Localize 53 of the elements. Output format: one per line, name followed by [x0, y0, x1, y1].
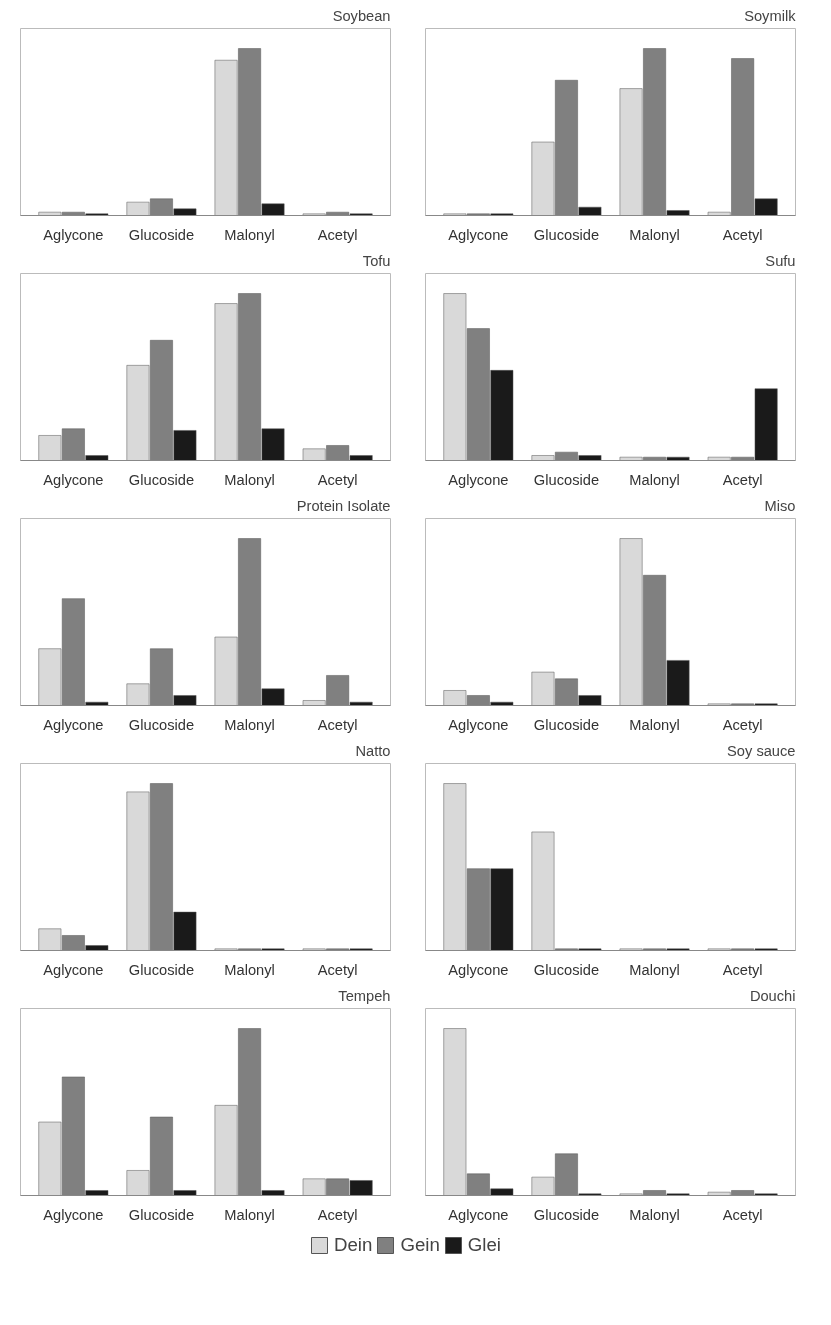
x-tick-label: Aglycone: [43, 716, 104, 733]
x-tick-label: Glucoside: [128, 716, 195, 733]
x-tick-label: Malonyl: [224, 961, 275, 978]
x-tick-label: Glucoside: [128, 961, 195, 978]
x-tick-label: Glucoside: [128, 1206, 195, 1223]
x-tick-label: Malonyl: [629, 471, 680, 488]
x-tick-label: Acetyl: [317, 716, 358, 733]
legend-label: Glei: [467, 1234, 501, 1256]
x-tick-label: Aglycone: [43, 1206, 104, 1223]
chart-title: Soymilk: [744, 7, 797, 24]
x-tick-label: Malonyl: [629, 1206, 680, 1223]
x-tick-label: Malonyl: [629, 226, 680, 243]
x-tick-label: Acetyl: [317, 1206, 358, 1223]
legend-label: Dein: [334, 1234, 373, 1256]
x-tick-label: Glucoside: [533, 226, 600, 243]
x-tick-label: Aglycone: [43, 226, 104, 243]
x-tick-label: Acetyl: [317, 471, 358, 488]
x-tick-label: Glucoside: [128, 226, 195, 243]
x-tick-label: Aglycone: [43, 961, 104, 978]
x-tick-label: Glucoside: [533, 716, 600, 733]
chart-title: Soybean: [332, 7, 391, 24]
x-tick-label: Acetyl: [722, 716, 763, 733]
x-tick-label: Aglycone: [448, 961, 509, 978]
x-tick-label: Glucoside: [533, 1206, 600, 1223]
x-tick-label: Malonyl: [629, 716, 680, 733]
x-tick-label: Aglycone: [448, 1206, 509, 1223]
chart-title: Sufu: [765, 252, 796, 269]
x-tick-label: Aglycone: [43, 471, 104, 488]
chart-title: Miso: [764, 497, 796, 514]
chart-title: Tofu: [362, 252, 391, 269]
x-tick-label: Acetyl: [317, 961, 358, 978]
chart-title: Protein Isolate: [296, 497, 391, 514]
x-tick-label: Glucoside: [533, 961, 600, 978]
x-tick-label: Malonyl: [629, 961, 680, 978]
x-tick-label: Acetyl: [317, 226, 358, 243]
x-tick-label: Malonyl: [224, 471, 275, 488]
x-tick-label: Acetyl: [722, 1206, 763, 1223]
chart-title: Natto: [355, 742, 391, 759]
chart-title: Tempeh: [338, 987, 391, 1004]
x-tick-label: Aglycone: [448, 471, 509, 488]
x-tick-label: Acetyl: [722, 226, 763, 243]
x-tick-label: Malonyl: [224, 716, 275, 733]
x-tick-label: Acetyl: [722, 961, 763, 978]
x-tick-label: Glucoside: [128, 471, 195, 488]
x-tick-label: Glucoside: [533, 471, 600, 488]
x-tick-label: Aglycone: [448, 716, 509, 733]
x-tick-label: Acetyl: [722, 471, 763, 488]
x-tick-label: Malonyl: [224, 1206, 275, 1223]
x-tick-label: Aglycone: [448, 226, 509, 243]
x-tick-label: Malonyl: [224, 226, 275, 243]
chart-title: Soy sauce: [727, 742, 796, 759]
chart-title: Douchi: [749, 987, 796, 1004]
legend-label: Gein: [400, 1234, 440, 1256]
